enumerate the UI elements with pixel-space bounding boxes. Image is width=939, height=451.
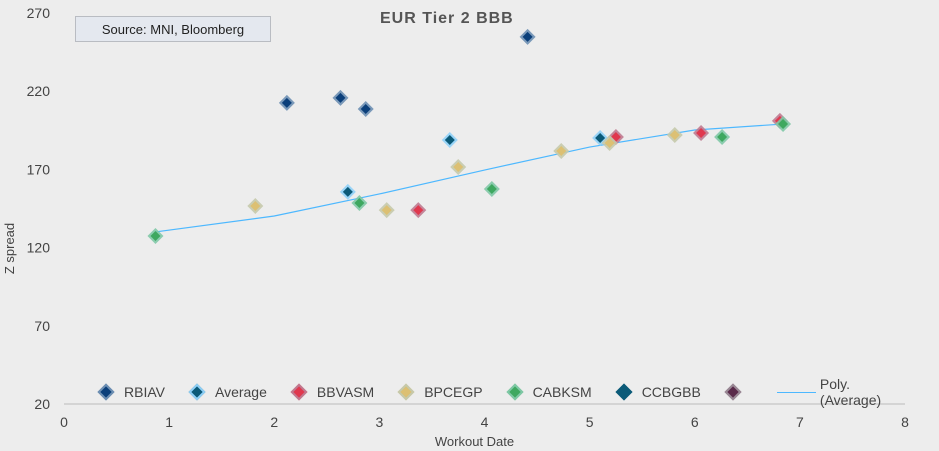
data-point-rbiav [335, 92, 346, 103]
data-point-cabksm [717, 132, 728, 143]
data-point-average [342, 186, 353, 197]
diamond-marker-icon [615, 383, 633, 401]
data-point-rbiav [360, 104, 371, 115]
y-axis-label: Z spread [2, 223, 17, 274]
line-marker-icon [776, 391, 816, 393]
x-tick-label: 0 [60, 414, 68, 430]
y-tick-label: 270 [27, 5, 51, 21]
legend-label: CABKSM [532, 384, 592, 400]
legend-label: BPCEGP [424, 384, 483, 400]
data-point-bpcegp [669, 129, 680, 140]
data-point-bbvasm [413, 205, 424, 216]
diamond-marker-icon [97, 383, 115, 401]
data-point-bpcegp [556, 145, 567, 156]
legend-label: Poly. (Average) [819, 376, 882, 408]
diamond-marker-icon [290, 383, 308, 401]
data-point-cabksm [150, 231, 161, 242]
x-tick-label: 4 [481, 414, 489, 430]
legend-item: Average [188, 383, 267, 401]
data-point-bpcegp [453, 162, 464, 173]
x-tick-label: 7 [796, 414, 804, 430]
data-point-bpcegp [604, 137, 615, 148]
legend-item: CABKSM [506, 383, 592, 401]
x-tick-label: 3 [375, 414, 383, 430]
data-point-rbiav [281, 97, 292, 108]
y-tick-label: 20 [34, 396, 50, 412]
y-tick-label: 120 [27, 240, 51, 256]
legend-item-trendline: Poly. (Average) [776, 376, 913, 408]
diamond-marker-icon [188, 383, 206, 401]
diamond-marker-icon [397, 383, 415, 401]
x-tick-label: 6 [691, 414, 699, 430]
y-tick-label: 70 [34, 318, 50, 334]
legend-label: BBVASM [316, 384, 375, 400]
x-tick-label: 8 [901, 414, 909, 430]
data-point-cabksm [778, 119, 789, 130]
diamond-marker-icon [506, 383, 524, 401]
data-point-bpcegp [381, 205, 392, 216]
legend-label: CCBGBB [641, 384, 701, 400]
x-tick-label: 5 [586, 414, 594, 430]
legend-item: CCBGBB [615, 383, 701, 401]
legend-item [724, 383, 751, 401]
legend-label: Average [214, 384, 267, 400]
data-point-average [444, 134, 455, 145]
trendline [155, 123, 784, 233]
legend-item: RBIAV [97, 383, 165, 401]
data-point-bbvasm [696, 127, 707, 138]
data-point-bpcegp [250, 200, 261, 211]
data-point-cabksm [486, 183, 497, 194]
y-tick-label: 170 [27, 161, 51, 177]
legend-item: BBVASM [290, 383, 375, 401]
y-tick-label: 220 [27, 83, 51, 99]
data-point-cabksm [354, 198, 365, 209]
data-point-average [595, 132, 606, 143]
data-point-rbiav [522, 31, 533, 42]
legend-item: BPCEGP [397, 383, 483, 401]
x-tick-label: 1 [165, 414, 173, 430]
legend-label: RBIAV [124, 384, 165, 400]
x-axis-label: Workout Date [435, 434, 514, 449]
diamond-marker-icon [724, 383, 742, 401]
x-tick-label: 2 [270, 414, 278, 430]
chart-title: EUR Tier 2 BBB [380, 10, 514, 27]
source-box: Source: MNI, Bloomberg [75, 16, 271, 42]
legend: RBIAV Average BBVASM BPCEGP CABKSM CCBGBB Poly… [97, 376, 939, 408]
